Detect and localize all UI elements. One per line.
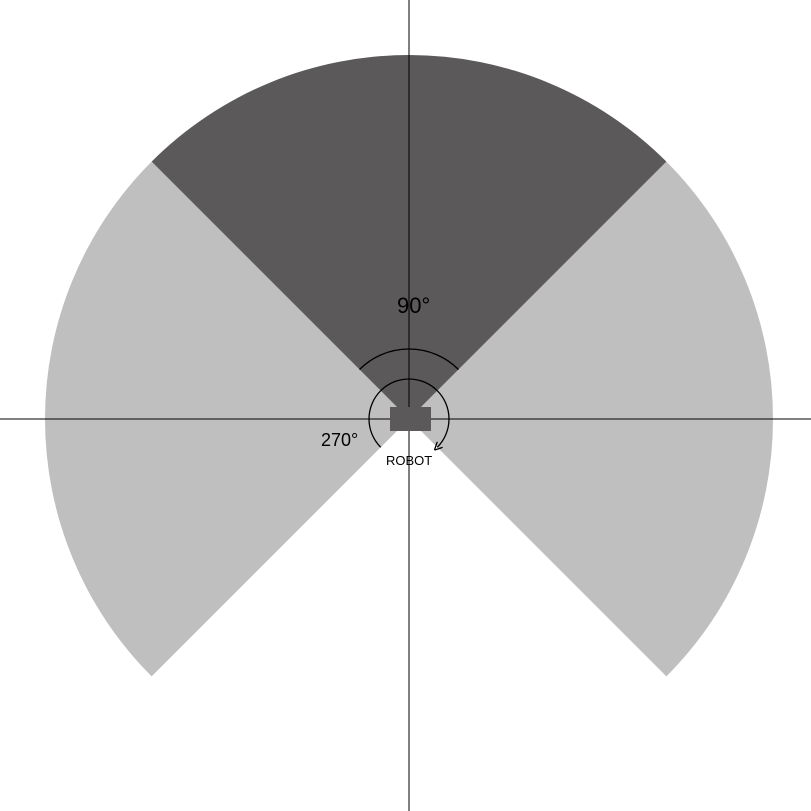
front-angle-arc <box>359 348 459 370</box>
front-angle-label: 90° <box>397 293 430 318</box>
robot-body <box>390 407 431 431</box>
rear-angle-label: 270° <box>321 430 358 450</box>
rear-angle-arc <box>368 378 450 447</box>
robot-label: ROBOT <box>386 453 432 468</box>
